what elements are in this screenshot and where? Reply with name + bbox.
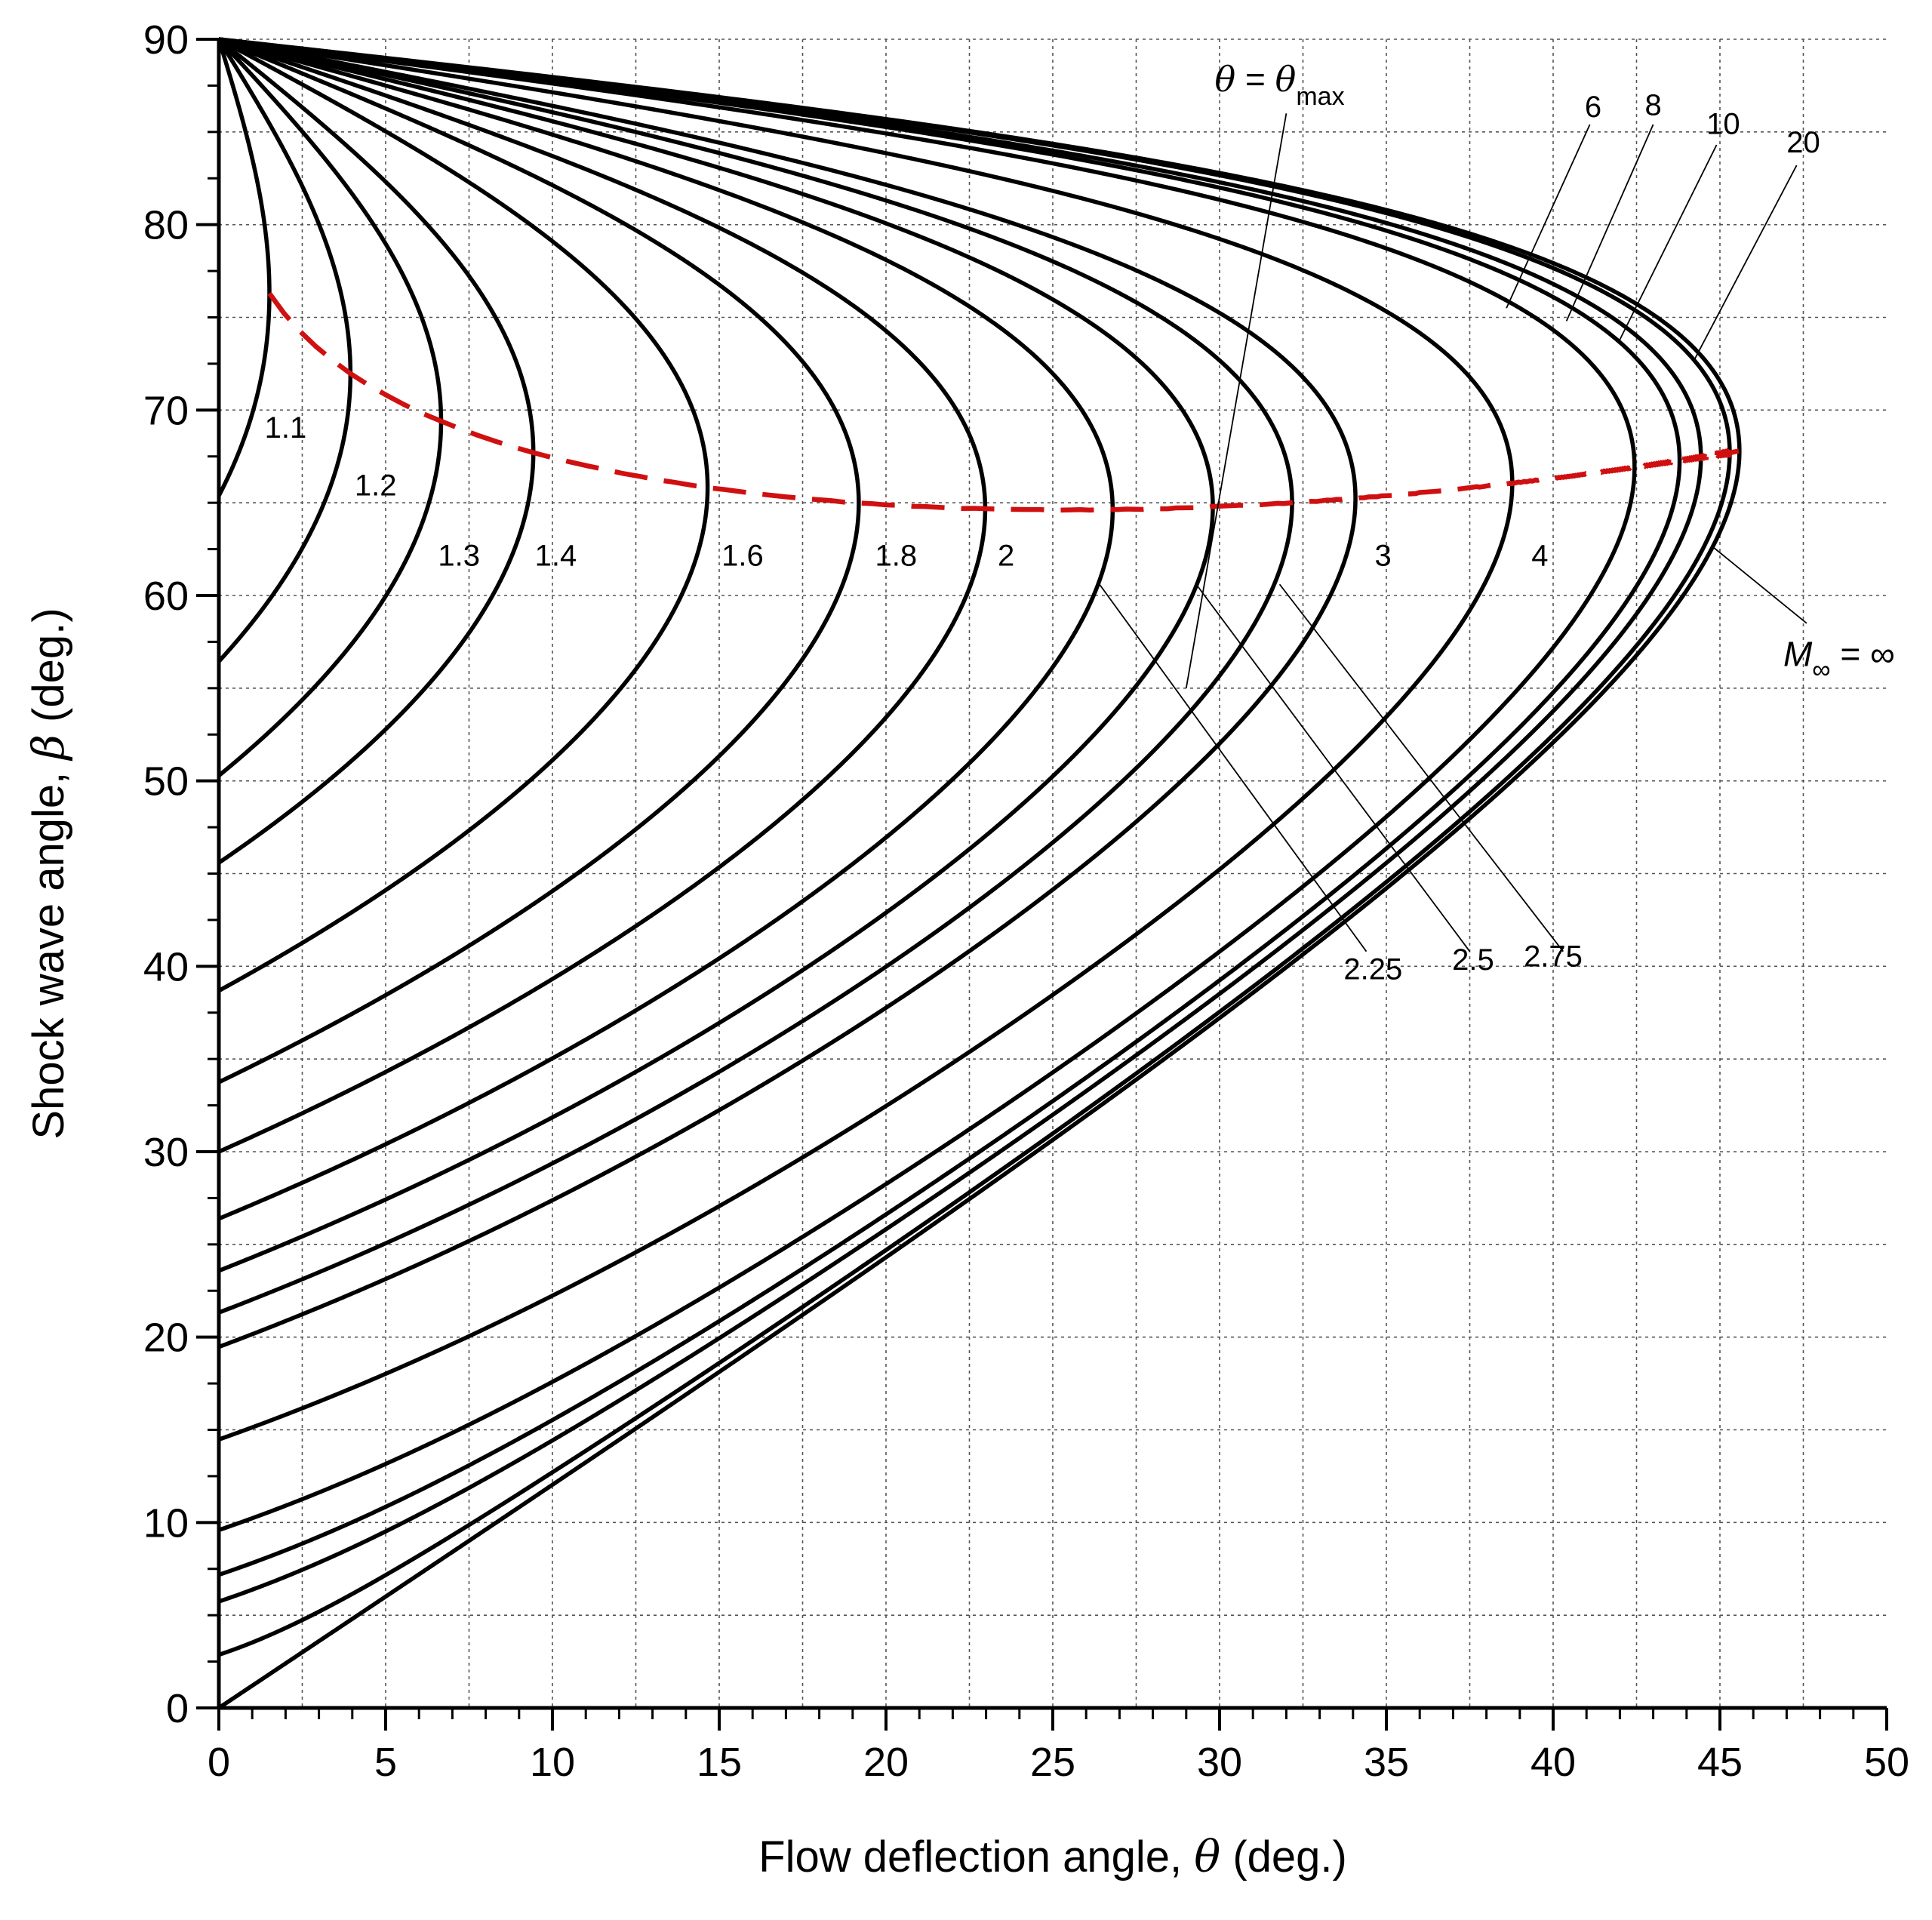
x-tick-label: 0: [208, 1740, 230, 1785]
leader-line: [1099, 583, 1367, 952]
leader-line: [1712, 546, 1807, 624]
axis-layer: 0 5 10 15 20 25 30 35 40 45 50 0 10 20 30 40 50 60 70 80 90 F…: [23, 17, 1909, 1882]
mach-symbol: M: [1783, 634, 1813, 673]
mach-curve-1.1: [217, 37, 272, 497]
mach-curve-2.5: [218, 37, 1215, 1273]
y-tick-label: 20: [143, 1315, 189, 1361]
mach-curve-1.8: [217, 37, 861, 1085]
curve-label-1.3: 1.3: [438, 540, 480, 573]
y-tick-label: 60: [143, 574, 189, 619]
curve-layer: [217, 37, 1742, 1709]
mach-curve-3: [218, 37, 1358, 1349]
x-tick-label: 5: [374, 1740, 397, 1785]
leader-line: [1506, 124, 1591, 309]
curve-label-3: 3: [1374, 540, 1391, 573]
y-tick-label: 0: [166, 1686, 189, 1731]
curve-label-1.8: 1.8: [875, 540, 917, 573]
x-tick-label: 10: [530, 1740, 575, 1785]
y-tick-label: 10: [143, 1500, 189, 1546]
y-tick-label: 50: [143, 759, 189, 805]
mach-curve-1.3: [217, 38, 444, 777]
theta-symbol: θ: [1215, 59, 1236, 100]
y-tick-label: 80: [143, 203, 189, 248]
mach-infinity-annotation: M∞ = ∞: [1783, 634, 1895, 684]
x-tick-label: 35: [1364, 1740, 1409, 1785]
y-axis-title-prefix: Shock wave angle,: [24, 760, 73, 1140]
curve-label-1.6: 1.6: [721, 540, 764, 573]
curve-label-2: 2: [998, 540, 1014, 573]
curve-label-2.25: 2.25: [1343, 953, 1402, 986]
equals-infinity: = ∞: [1831, 634, 1895, 673]
y-tick-label: 70: [143, 388, 189, 433]
mach-curve-4: [218, 37, 1515, 1442]
y-axis-title-suffix: (deg.): [24, 608, 73, 734]
curve-label-2.5: 2.5: [1452, 943, 1494, 977]
y-axis-title-symbol: β: [23, 734, 74, 762]
curve-label-2.75: 2.75: [1524, 940, 1583, 973]
theta-max-annotation: θ = θmax: [1215, 59, 1345, 111]
y-tick-label: 30: [143, 1130, 189, 1175]
x-tick-label: 50: [1864, 1740, 1909, 1785]
theta-max-curve: [267, 291, 1740, 513]
mach-curve-8: [218, 37, 1682, 1577]
curve-label-10: 10: [1706, 107, 1740, 140]
leader-line: [1278, 583, 1564, 952]
leader-layer: [1099, 113, 1807, 952]
leader-line: [1692, 165, 1798, 362]
infinity-subscript: ∞: [1812, 655, 1830, 684]
curve-label-6: 6: [1585, 91, 1601, 124]
y-axis-title: Shock wave angle, β (deg.): [23, 608, 74, 1139]
mach-curve-M-: [218, 37, 1742, 1709]
mach-curve-20: [218, 37, 1732, 1657]
mach-curve-1.4: [217, 37, 536, 865]
curve-label-1.4: 1.4: [535, 540, 577, 573]
y-tick-label: 40: [143, 944, 189, 989]
mach-curve-1.2: [217, 38, 353, 663]
x-axis-title-symbol: θ: [1194, 1831, 1220, 1882]
mach-curve-2: [217, 37, 988, 1154]
x-tick-label: 20: [863, 1740, 909, 1785]
mach-curve-1.6: [217, 37, 710, 993]
mach-curve-10: [218, 37, 1703, 1604]
curve-label-8: 8: [1644, 89, 1661, 122]
curve-label-1.1: 1.1: [265, 411, 307, 445]
x-tick-label: 45: [1697, 1740, 1743, 1785]
x-tick-label: 15: [697, 1740, 742, 1785]
max-subscript: max: [1296, 82, 1344, 111]
mach-curve-2.75: [218, 37, 1294, 1315]
x-tick-label: 30: [1197, 1740, 1242, 1785]
theta-symbol: θ: [1275, 59, 1297, 100]
x-axis-title-suffix: (deg.): [1220, 1832, 1347, 1882]
label-layer: 1.1 1.2 1.3 1.4 1.6 1.8 2 2.25 2.5 2.75 3 4 6 8 10 20 θ …: [265, 59, 1895, 986]
curve-label-1.2: 1.2: [355, 469, 397, 502]
x-axis-title-prefix: Flow deflection angle,: [758, 1832, 1194, 1882]
curve-label-20: 20: [1786, 126, 1820, 159]
equals-sign: =: [1235, 60, 1275, 99]
leader-line: [1565, 124, 1654, 322]
mach-curve-6: [218, 37, 1637, 1532]
grid-layer: [219, 38, 1887, 1708]
leader-line: [1195, 583, 1471, 952]
x-tick-label: 40: [1531, 1740, 1576, 1785]
x-axis-title: Flow deflection angle, θ (deg.): [758, 1831, 1347, 1882]
leader-line: [1619, 144, 1718, 340]
leader-line: [1185, 113, 1287, 688]
x-tick-label: 25: [1030, 1740, 1075, 1785]
curve-label-4: 4: [1531, 540, 1548, 573]
y-tick-label: 90: [143, 17, 189, 63]
mach-curve-2.25: [218, 37, 1115, 1221]
